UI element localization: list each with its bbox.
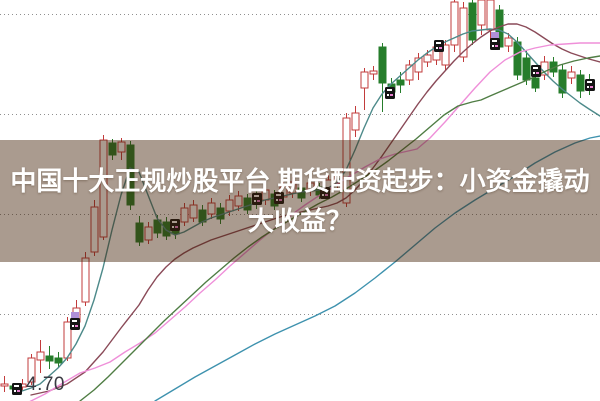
ma-pink-line [29,42,600,401]
badge-purple-marker-icon [490,32,500,50]
candle-up [360,68,369,110]
candle-up [0,376,9,392]
headline-line-2: 大收益？ [247,206,352,236]
badge-marker-icon [585,79,595,91]
candle-down [108,139,117,160]
badge-marker-icon [385,87,395,99]
candle-up [90,200,99,256]
ma-green-line [79,55,600,401]
price-axis-label: 4.70 [26,374,65,395]
headline-overlay-banner: 中国十大正规炒股平台 期货配资起步：小资金撬动 大收益？ [0,140,600,262]
badge-purple-marker-icon [70,312,80,330]
badge-marker-icon [274,192,284,204]
candle-up [414,53,423,80]
candle-up [36,340,45,373]
signal-markers [12,32,595,395]
candle-up [117,138,126,160]
candle-up [567,66,576,84]
candle-down [558,64,567,98]
candle-up [99,135,108,240]
ma-mid-maroon-line [30,23,600,396]
badge-marker-icon [531,65,541,77]
headline-line-1: 中国十大正规炒股平台 期货配资起步：小资金撬动 [10,166,590,196]
candle-up [450,0,459,52]
candle-up [180,203,189,226]
badge-marker-icon [12,383,22,395]
candle-down [468,0,477,45]
candle-up [234,191,243,211]
candles [0,0,594,393]
badge-marker-icon [170,219,180,231]
candle-up [486,0,495,43]
candle-down [378,43,387,112]
ma-blue-line [154,135,600,401]
candle-up [405,60,414,85]
candle-down [54,352,63,367]
candle-up [477,0,486,35]
candle-up [144,222,153,244]
candle-up [351,106,360,137]
candle-up [504,33,513,52]
badge-marker-icon [434,40,444,52]
candle-down [135,216,144,246]
candle-down [45,346,54,369]
moving-average-lines [21,23,600,401]
candle-up [207,198,216,219]
candle-up [189,200,198,222]
candle-down [576,70,585,98]
candle-up [27,354,36,385]
badge-marker-icon [252,193,262,205]
candle-up [369,66,378,80]
ma-fast-teal-line [21,28,600,392]
candle-up [81,252,90,306]
badge-marker-icon [320,187,330,199]
candle-up [441,40,450,70]
